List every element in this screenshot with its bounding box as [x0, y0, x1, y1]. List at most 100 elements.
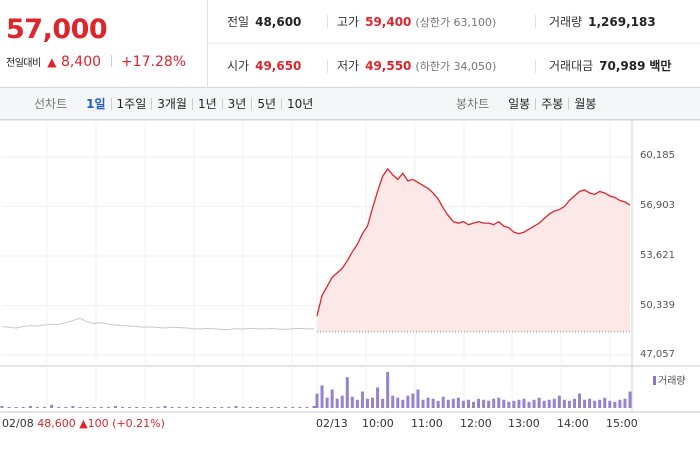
tab-monthly-candle[interactable]: 월봉 [568, 98, 601, 110]
tab-3month[interactable]: 3개월 [151, 98, 192, 110]
prev-day-volume-bar [0, 405, 4, 408]
prev-day-volume-bar [298, 406, 302, 408]
prev-day-volume-bar [241, 406, 245, 408]
candle-chart-tabs: 봉차트 일봉 주봉 월봉 [456, 88, 601, 120]
prev-day-volume-bar [156, 406, 160, 408]
prev-day-volume-bar [149, 406, 153, 408]
today-volume-bar [522, 398, 526, 408]
prev-day-info: 02/08 48,600 ▲100 (+0.21%) [2, 417, 165, 430]
up-arrow-icon: ▲ [79, 417, 88, 430]
today-volume-bar [517, 399, 521, 408]
today-volume-bar [365, 398, 369, 408]
tab-5year[interactable]: 5년 [251, 98, 281, 110]
today-volume-bar [376, 387, 380, 408]
prev-day-volume-bar [78, 406, 82, 408]
x-tick-label: 11:00 [411, 417, 443, 430]
x-tick-label: 13:00 [508, 417, 540, 430]
today-volume-bar [325, 397, 329, 408]
change-label: 전일대비 [6, 58, 41, 69]
prev-day-volume-bar [213, 406, 217, 408]
x-tick-label: 14:00 [557, 417, 589, 430]
tab-10year[interactable]: 10년 [281, 98, 318, 110]
today-volume-bar [532, 399, 536, 408]
change-row: 전일대비 ▲ 8,400 +17.28% [6, 54, 186, 70]
volume-legend: 거래량 [653, 372, 686, 387]
prev-day-volume-bar [191, 406, 195, 408]
today-volume-bar [477, 398, 481, 408]
prev-day-volume-bar [35, 406, 39, 408]
price-box: 57,000 전일대비 ▲ 8,400 +17.28% [0, 0, 208, 88]
tab-3year[interactable]: 3년 [221, 98, 252, 110]
prev-day-volume-bar [177, 406, 181, 408]
today-volume-bar [396, 397, 400, 408]
prev-day-change: 100 [87, 417, 109, 430]
today-volume-bar [572, 398, 576, 408]
today-volume-bar [436, 400, 440, 408]
today-volume-bar [507, 401, 511, 408]
prev-day-volume-bar [269, 406, 273, 408]
stat-prev-close: 전일 48,600 [227, 15, 302, 29]
today-volume-bar [562, 399, 566, 408]
prev-day-volume-bar [312, 405, 316, 408]
tab-daily-candle[interactable]: 일봉 [508, 97, 531, 111]
today-volume-bar [451, 398, 455, 408]
today-volume-bar [487, 400, 491, 408]
prev-day-volume-bar [262, 406, 266, 408]
line-chart-tabs: 선차트 1일 1주일 3개월 1년 3년 5년 10년 [34, 88, 318, 120]
today-volume-bar [567, 400, 571, 408]
tab-1day[interactable]: 1일 [86, 97, 106, 111]
tab-1week[interactable]: 1주일 [110, 98, 152, 110]
stats-panel: 전일 48,600 고가 59,400 (상한가 63,100) 거래량 1,269,1… [209, 0, 700, 88]
today-volume-bar [537, 397, 541, 408]
y-tick-label: 47,057 [640, 349, 675, 360]
today-volume-bar [416, 389, 420, 408]
today-volume-bar [603, 397, 607, 408]
x-tick-label: 15:00 [606, 417, 638, 430]
prev-day-volume-bar [99, 406, 103, 408]
today-volume-bar [340, 395, 344, 408]
today-price-line [316, 167, 631, 317]
y-tick-label: 53,621 [640, 250, 675, 261]
prev-day-volume-bar [14, 406, 18, 408]
prev-day-volume-bar [206, 406, 210, 408]
prev-day-volume-bar [184, 406, 188, 408]
prev-day-volume-bar [43, 406, 47, 408]
prev-day-volume-bar [21, 406, 25, 408]
prev-day-volume-bar [50, 404, 54, 408]
change-percent: +17.28% [120, 54, 187, 70]
tab-1year[interactable]: 1년 [191, 98, 222, 110]
today-volume-bar [492, 398, 496, 408]
prev-day-volume-bar [92, 406, 96, 408]
stat-high: 고가 59,400 (상한가 63,100) [337, 15, 497, 29]
today-volume-bar [360, 391, 364, 408]
prev-day-volume-bar [71, 405, 75, 408]
today-volume-bar [371, 397, 375, 408]
today-volume-bar [466, 399, 470, 408]
prev-day-volume-bar [163, 405, 167, 408]
today-volume-bar [406, 395, 410, 408]
today-volume-bar [381, 398, 385, 408]
today-volume-bar [593, 400, 597, 408]
today-volume-bar [527, 401, 531, 408]
today-volume-bar [441, 396, 445, 408]
today-volume-bar [401, 399, 405, 408]
today-volume-bar [588, 398, 592, 408]
today-volume-bar [391, 395, 395, 408]
prev-day-volume-bar [113, 405, 117, 408]
tab-weekly-candle[interactable]: 주봉 [535, 98, 568, 110]
change-divider [110, 55, 112, 67]
prev-day-volume-bar [128, 406, 132, 408]
price-chart: 60,185 56,903 53,621 50,339 47,057 거래량 0… [0, 120, 700, 450]
today-volume-bar [315, 393, 319, 408]
up-arrow-icon: ▲ [47, 55, 57, 69]
today-volume-bar [472, 401, 475, 408]
candle-chart-title: 봉차트 [456, 97, 490, 111]
price-chart-svg [0, 120, 700, 413]
x-tick-label: 02/13 [316, 417, 348, 430]
stat-divider [327, 15, 328, 29]
today-volume-bar [355, 399, 359, 408]
stat-volume: 거래량 1,269,183 [549, 15, 656, 29]
current-price: 57,000 [6, 14, 108, 45]
prev-day-volume-bar [142, 406, 146, 408]
prev-day-percent: (+0.21%) [112, 417, 165, 430]
